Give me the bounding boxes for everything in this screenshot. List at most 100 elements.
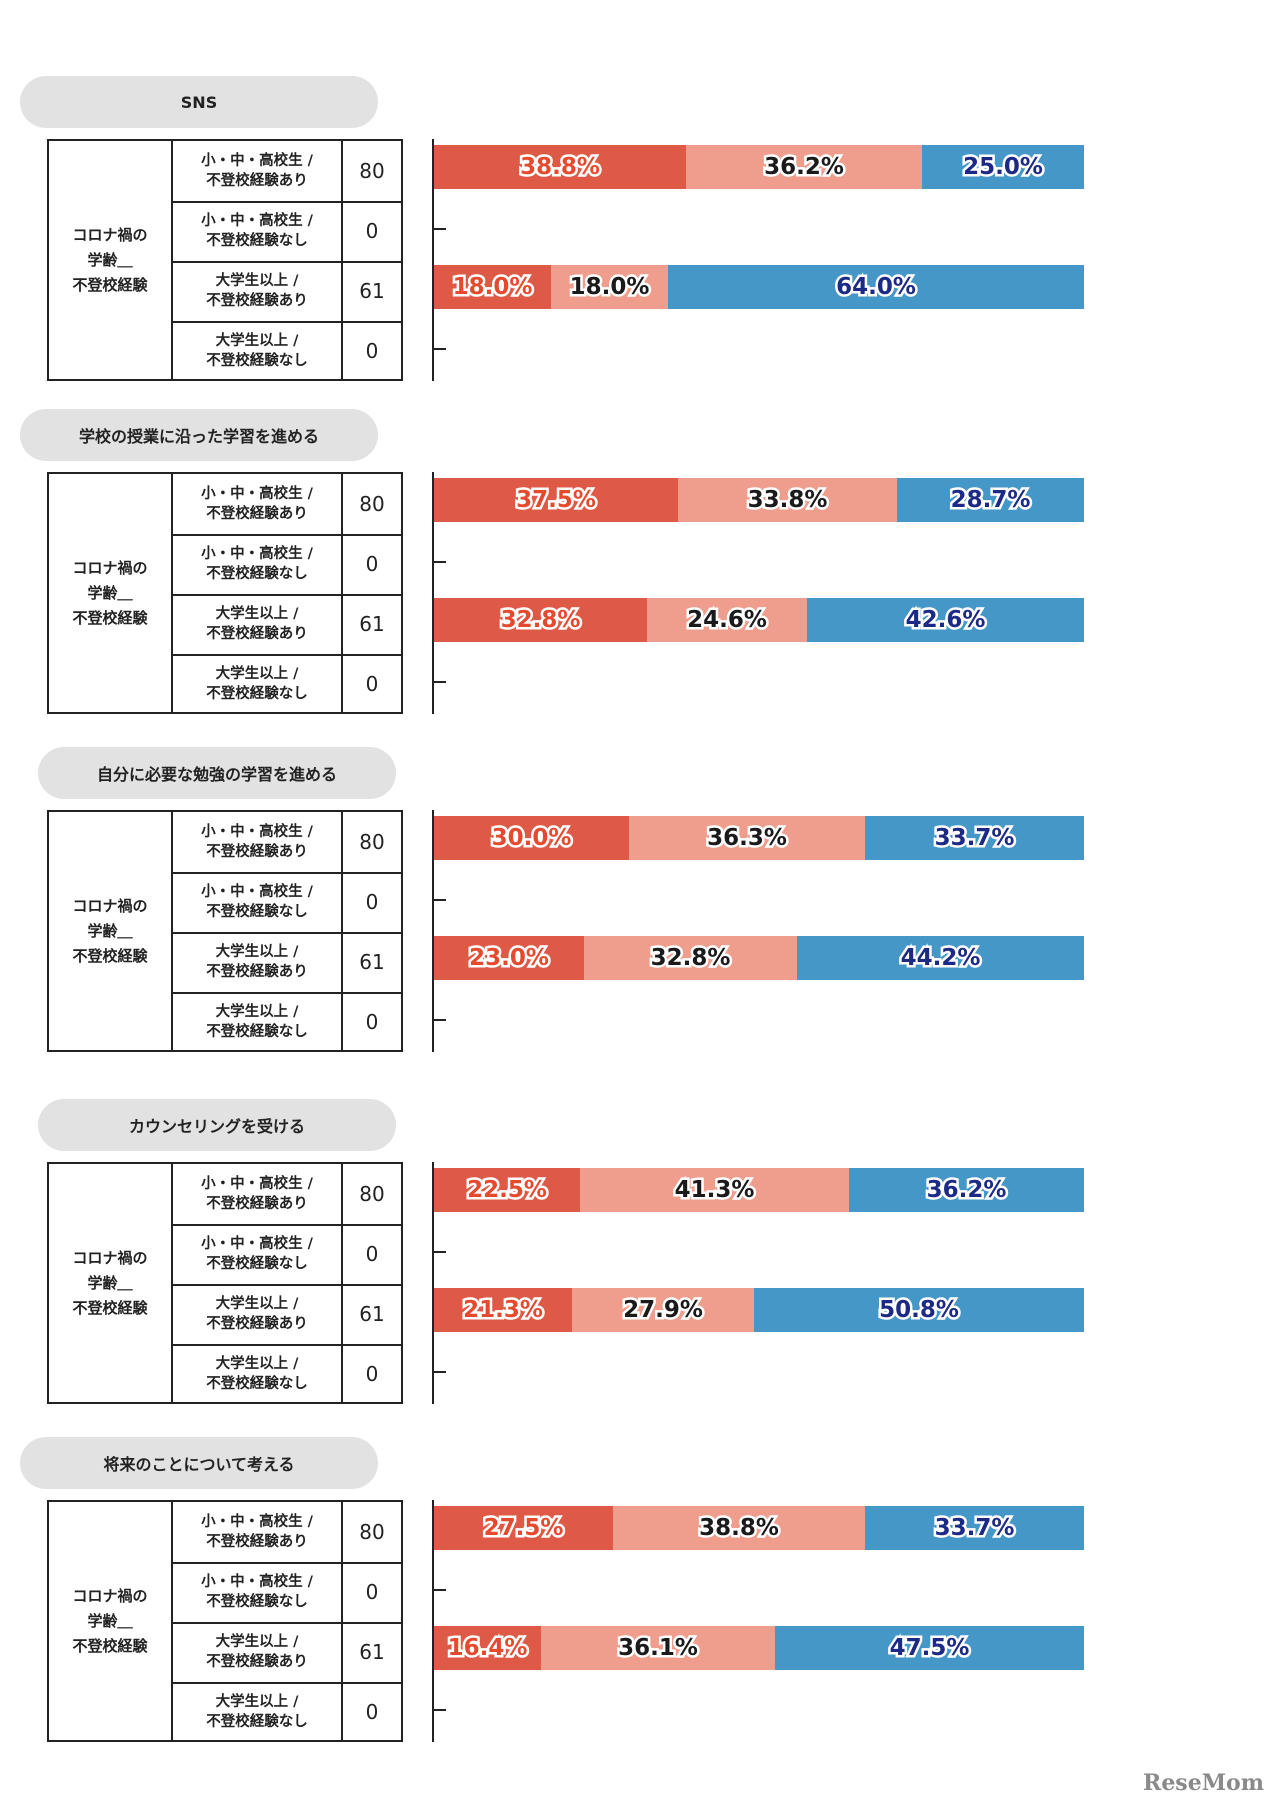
bar-segment: 36.2%: [849, 1168, 1084, 1212]
axis-tick: [432, 228, 446, 230]
category-label: 大学生以上 / 不登校経験なし: [173, 654, 343, 714]
table-row: 大学生以上 / 不登校経験あり 61: [173, 261, 401, 323]
sample-size: 80: [359, 1520, 385, 1544]
group-label: コロナ禍の 学齢＿ 不登校経験: [49, 812, 173, 1050]
sample-size: 0: [365, 552, 379, 576]
table-row: 大学生以上 / 不登校経験あり 61: [173, 1284, 401, 1346]
panel-title: カウンセリングを受ける: [38, 1099, 396, 1151]
category-table: コロナ禍の 学齢＿ 不登校経験 小・中・高校生 / 不登校経験あり 80 小・中・高校…: [47, 810, 403, 1052]
table-row: 大学生以上 / 不登校経験なし 0: [173, 992, 401, 1052]
table-row: 小・中・高校生 / 不登校経験なし 0: [173, 534, 401, 596]
stacked-bar: 38.8% 36.2% 25.0%: [434, 145, 1084, 189]
bar-segment: 16.4%: [434, 1626, 541, 1670]
chart-panel: カウンセリングを受ける コロナ禍の 学齢＿ 不登校経験 小・中・高校生 / 不登校経…: [0, 1099, 1280, 1419]
bar-segment: 37.5%: [434, 478, 678, 522]
category-label: 小・中・高校生 / 不登校経験あり: [173, 474, 343, 534]
bar-segment: 33.7%: [865, 816, 1084, 860]
sample-size: 80: [359, 1182, 385, 1206]
stacked-bar: 27.5% 38.8% 33.7%: [434, 1506, 1084, 1550]
axis-tick: [432, 899, 446, 901]
category-label: 小・中・高校生 / 不登校経験なし: [173, 534, 343, 594]
stacked-bar: 32.8% 24.6% 42.6%: [434, 598, 1084, 642]
resemom-logo: ReseMom: [1143, 1770, 1264, 1796]
stacked-bar: 22.5% 41.3% 36.2%: [434, 1168, 1084, 1212]
bar-segment: 18.0%: [434, 265, 551, 309]
stacked-bar: 30.0% 36.3% 33.7%: [434, 816, 1084, 860]
sample-size: 0: [365, 672, 379, 696]
table-row: 小・中・高校生 / 不登校経験あり 80: [173, 474, 401, 536]
bar-segment: 44.2%: [797, 936, 1084, 980]
panel-title: 自分に必要な勉強の学習を進める: [38, 747, 396, 799]
category-table: コロナ禍の 学齢＿ 不登校経験 小・中・高校生 / 不登校経験あり 80 小・中・高校…: [47, 472, 403, 714]
bar-segment: 42.6%: [807, 598, 1084, 642]
bar-segment: 23.0%: [434, 936, 584, 980]
bar-segment: 47.5%: [775, 1626, 1084, 1670]
table-row: 大学生以上 / 不登校経験あり 61: [173, 594, 401, 656]
bar-segment: 27.9%: [572, 1288, 754, 1332]
table-row: 大学生以上 / 不登校経験あり 61: [173, 1622, 401, 1684]
axis-tick: [432, 1019, 446, 1021]
sample-size: 80: [359, 492, 385, 516]
bar-segment: 64.0%: [668, 265, 1084, 309]
sample-size: 80: [359, 159, 385, 183]
axis-tick: [432, 1709, 446, 1711]
sample-size: 0: [365, 219, 379, 243]
category-label: 大学生以上 / 不登校経験あり: [173, 1622, 343, 1682]
bar-segment: 41.3%: [580, 1168, 849, 1212]
bar-segment: 21.3%: [434, 1288, 572, 1332]
bar-segment: 30.0%: [434, 816, 629, 860]
chart-panel: 将来のことについて考える コロナ禍の 学齢＿ 不登校経験 小・中・高校生 / 不登校…: [0, 1437, 1280, 1757]
stacked-bar: 21.3% 27.9% 50.8%: [434, 1288, 1084, 1332]
category-label: 小・中・高校生 / 不登校経験あり: [173, 1164, 343, 1224]
sample-size: 0: [365, 1362, 379, 1386]
category-label: 大学生以上 / 不登校経験あり: [173, 1284, 343, 1344]
stacked-bar: 16.4% 36.1% 47.5%: [434, 1626, 1084, 1670]
stacked-bar: 23.0% 32.8% 44.2%: [434, 936, 1084, 980]
table-row: 小・中・高校生 / 不登校経験あり 80: [173, 141, 401, 203]
table-row: 小・中・高校生 / 不登校経験なし 0: [173, 1224, 401, 1286]
category-label: 小・中・高校生 / 不登校経験なし: [173, 1562, 343, 1622]
category-label: 小・中・高校生 / 不登校経験あり: [173, 812, 343, 872]
category-label: 大学生以上 / 不登校経験なし: [173, 1682, 343, 1742]
axis-tick: [432, 681, 446, 683]
panel-title: 将来のことについて考える: [20, 1437, 378, 1489]
table-row: 大学生以上 / 不登校経験なし 0: [173, 1682, 401, 1742]
bar-segment: 36.2%: [686, 145, 922, 189]
sample-size: 0: [365, 1242, 379, 1266]
table-row: 小・中・高校生 / 不登校経験あり 80: [173, 812, 401, 874]
sample-size: 0: [365, 1700, 379, 1724]
category-table: コロナ禍の 学齢＿ 不登校経験 小・中・高校生 / 不登校経験あり 80 小・中・高校…: [47, 139, 403, 381]
stacked-bar: 18.0% 18.0% 64.0%: [434, 265, 1084, 309]
category-label: 大学生以上 / 不登校経験あり: [173, 594, 343, 654]
table-row: 小・中・高校生 / 不登校経験なし 0: [173, 201, 401, 263]
category-label: 小・中・高校生 / 不登校経験なし: [173, 872, 343, 932]
bar-segment: 36.1%: [541, 1626, 775, 1670]
category-label: 大学生以上 / 不登校経験なし: [173, 321, 343, 381]
group-label: コロナ禍の 学齢＿ 不登校経験: [49, 141, 173, 379]
chart-panel: 学校の授業に沿った学習を進める コロナ禍の 学齢＿ 不登校経験 小・中・高校生 / …: [0, 409, 1280, 729]
sample-size: 61: [359, 279, 385, 303]
category-axis: [432, 1500, 434, 1742]
sample-size: 61: [359, 950, 385, 974]
chart-panel: 自分に必要な勉強の学習を進めるコロナ禍の 学齢＿ 不登校経験 小・中・高校生 / …: [0, 747, 1280, 1067]
bar-segment: 22.5%: [434, 1168, 580, 1212]
axis-tick: [432, 1589, 446, 1591]
panel-title: 学校の授業に沿った学習を進める: [20, 409, 378, 461]
axis-tick: [432, 561, 446, 563]
table-row: 大学生以上 / 不登校経験なし 0: [173, 654, 401, 714]
bar-segment: 38.8%: [613, 1506, 865, 1550]
category-label: 小・中・高校生 / 不登校経験あり: [173, 1502, 343, 1562]
sample-size: 0: [365, 339, 379, 363]
stacked-bar: 37.5% 33.8% 28.7%: [434, 478, 1084, 522]
sample-size: 80: [359, 830, 385, 854]
table-row: 小・中・高校生 / 不登校経験あり 80: [173, 1164, 401, 1226]
bar-segment: 33.8%: [678, 478, 897, 522]
category-label: 大学生以上 / 不登校経験なし: [173, 992, 343, 1052]
chart-panel: SNS コロナ禍の 学齢＿ 不登校経験 小・中・高校生 / 不登校経験あり 80 小・中…: [0, 76, 1280, 396]
bar-segment: 28.7%: [897, 478, 1084, 522]
table-row: 大学生以上 / 不登校経験なし 0: [173, 321, 401, 381]
bar-segment: 32.8%: [434, 598, 647, 642]
category-label: 小・中・高校生 / 不登校経験あり: [173, 141, 343, 201]
bar-segment: 18.0%: [551, 265, 668, 309]
sample-size: 61: [359, 1302, 385, 1326]
